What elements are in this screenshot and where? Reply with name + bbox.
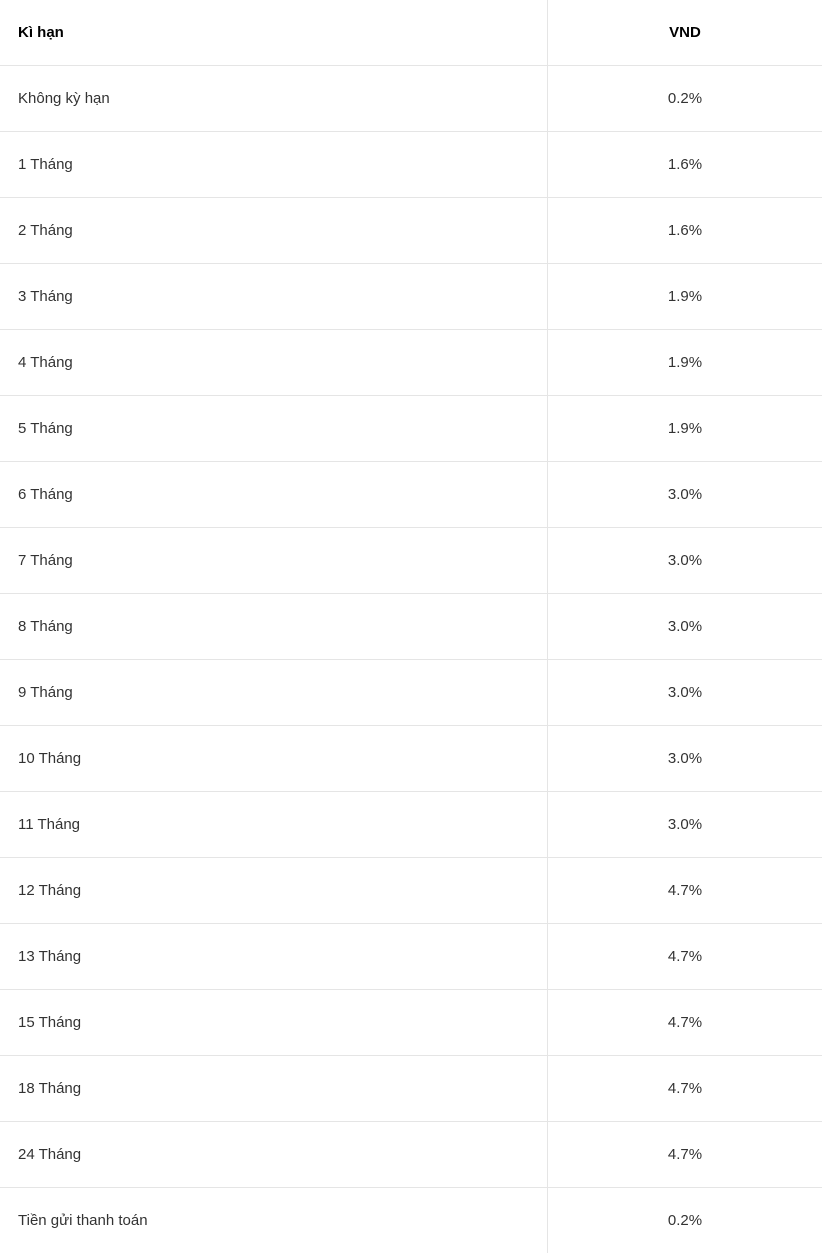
interest-rate-table: Kì hạn VND Không kỳ hạn 0.2% 1 Tháng 1.6… (0, 0, 822, 1253)
table-row: 4 Tháng 1.9% (0, 329, 822, 395)
table-header-row: Kì hạn VND (0, 0, 822, 65)
cell-value: 4.7% (548, 924, 822, 989)
table-row: 8 Tháng 3.0% (0, 593, 822, 659)
cell-term: 3 Tháng (0, 264, 548, 329)
cell-term: 4 Tháng (0, 330, 548, 395)
cell-term: 7 Tháng (0, 528, 548, 593)
table-row: 9 Tháng 3.0% (0, 659, 822, 725)
table-row: 1 Tháng 1.6% (0, 131, 822, 197)
table-row: Tiền gửi thanh toán 0.2% (0, 1187, 822, 1253)
cell-term: 6 Tháng (0, 462, 548, 527)
cell-value: 4.7% (548, 1056, 822, 1121)
cell-term: 18 Tháng (0, 1056, 548, 1121)
table-row: 10 Tháng 3.0% (0, 725, 822, 791)
cell-value: 0.2% (548, 66, 822, 131)
cell-term: 8 Tháng (0, 594, 548, 659)
cell-value: 1.6% (548, 198, 822, 263)
cell-term: 12 Tháng (0, 858, 548, 923)
table-row: 15 Tháng 4.7% (0, 989, 822, 1055)
cell-value: 1.6% (548, 132, 822, 197)
cell-term: 10 Tháng (0, 726, 548, 791)
cell-term: Tiền gửi thanh toán (0, 1188, 548, 1253)
cell-term: 9 Tháng (0, 660, 548, 725)
table-row: 13 Tháng 4.7% (0, 923, 822, 989)
cell-value: 1.9% (548, 264, 822, 329)
header-term: Kì hạn (0, 0, 548, 65)
table-row: 12 Tháng 4.7% (0, 857, 822, 923)
cell-term: 1 Tháng (0, 132, 548, 197)
cell-value: 4.7% (548, 990, 822, 1055)
cell-value: 1.9% (548, 330, 822, 395)
cell-term: 2 Tháng (0, 198, 548, 263)
table-row: 3 Tháng 1.9% (0, 263, 822, 329)
table-row: 5 Tháng 1.9% (0, 395, 822, 461)
cell-value: 3.0% (548, 528, 822, 593)
cell-term: 5 Tháng (0, 396, 548, 461)
cell-value: 3.0% (548, 462, 822, 527)
cell-term: 13 Tháng (0, 924, 548, 989)
cell-value: 3.0% (548, 726, 822, 791)
table-row: 24 Tháng 4.7% (0, 1121, 822, 1187)
cell-value: 1.9% (548, 396, 822, 461)
cell-term: 15 Tháng (0, 990, 548, 1055)
table-row: 18 Tháng 4.7% (0, 1055, 822, 1121)
table-row: 7 Tháng 3.0% (0, 527, 822, 593)
cell-value: 4.7% (548, 1122, 822, 1187)
cell-value: 0.2% (548, 1188, 822, 1253)
table-row: Không kỳ hạn 0.2% (0, 65, 822, 131)
table-row: 2 Tháng 1.6% (0, 197, 822, 263)
cell-term: 11 Tháng (0, 792, 548, 857)
header-value: VND (548, 0, 822, 65)
cell-term: Không kỳ hạn (0, 66, 548, 131)
cell-value: 3.0% (548, 660, 822, 725)
table-row: 11 Tháng 3.0% (0, 791, 822, 857)
cell-value: 3.0% (548, 792, 822, 857)
cell-term: 24 Tháng (0, 1122, 548, 1187)
cell-value: 4.7% (548, 858, 822, 923)
cell-value: 3.0% (548, 594, 822, 659)
table-row: 6 Tháng 3.0% (0, 461, 822, 527)
